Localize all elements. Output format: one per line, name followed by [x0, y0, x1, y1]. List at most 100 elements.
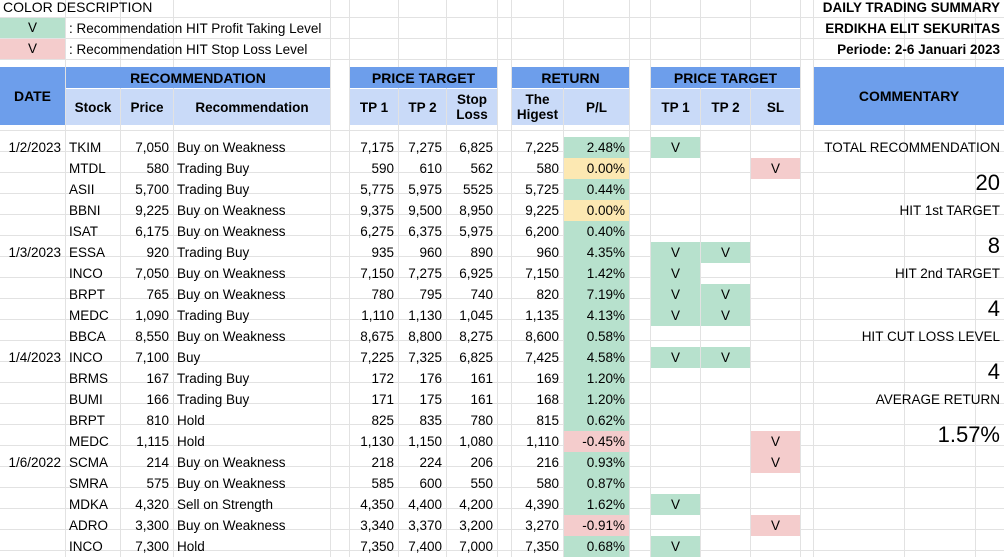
cell-hit-sl: [751, 494, 800, 515]
cell-stop-loss: 562: [470, 161, 493, 176]
cell-hit-tp2: [701, 137, 750, 158]
cell-highest: 6,200: [525, 224, 559, 239]
cell-highest: 1,135: [525, 308, 559, 323]
cell-hit-sl: [751, 347, 800, 368]
cell-recommendation: Buy on Weakness: [177, 476, 286, 491]
commentary-hit1-value: 8: [987, 233, 1000, 258]
cell-stop-loss: 6,925: [459, 266, 493, 281]
cell-highest: 580: [536, 476, 559, 491]
cell-pl: 0.58%: [564, 326, 629, 347]
cell-recommendation: Hold: [177, 539, 205, 554]
commentary-avg-label: AVERAGE RETURN: [875, 392, 1000, 407]
cell-hit-tp1: [651, 158, 700, 179]
cell-hit-tp1: V: [651, 137, 700, 158]
cell-hit-sl: [751, 284, 800, 305]
cell-tp2: 3,370: [408, 518, 442, 533]
commentary-hit1-label: HIT 1st TARGET: [899, 203, 1000, 218]
cell-hit-tp1: [651, 326, 700, 347]
cell-recommendation: Buy on Weakness: [177, 518, 286, 533]
cell-pl: 1.42%: [564, 263, 629, 284]
header-hit-tp2: TP 2: [701, 89, 750, 125]
cell-date: [0, 221, 65, 242]
cell-hit-tp1: V: [651, 242, 700, 263]
cell-recommendation: Buy: [177, 350, 201, 365]
cell-hit-tp1: V: [651, 347, 700, 368]
commentary-total-value: 20: [975, 170, 1000, 195]
cell-tp2: 610: [419, 161, 442, 176]
header-rec: Recommendation: [174, 89, 330, 125]
cell-hit-tp1: [651, 221, 700, 242]
cell-hit-sl: [751, 305, 800, 326]
cell-highest: 815: [536, 413, 559, 428]
cell-hit-tp1: [651, 452, 700, 473]
cell-recommendation: Buy on Weakness: [177, 203, 286, 218]
header-stop-loss: Stop Loss: [447, 89, 497, 125]
cell-tp1: 172: [371, 371, 394, 386]
cell-date: [0, 326, 65, 347]
cell-highest: 1,110: [526, 434, 559, 449]
cell-stock: ESSA: [69, 245, 106, 260]
cell-stop-loss: 6,825: [459, 350, 493, 365]
cell-price: 920: [146, 245, 169, 260]
cell-pl: -0.45%: [564, 431, 629, 452]
cell-pl: 0.00%: [564, 158, 629, 179]
cell-recommendation: Buy on Weakness: [177, 287, 286, 302]
cell-hit-tp1: [651, 515, 700, 536]
cell-date: [0, 473, 65, 494]
cell-tp2: 960: [419, 245, 442, 260]
cell-tp1: 590: [371, 161, 394, 176]
cell-tp2: 7,400: [408, 539, 442, 554]
cell-highest: 7,225: [525, 140, 559, 155]
cell-recommendation: Buy on Weakness: [177, 140, 286, 155]
cell-date: [0, 410, 65, 431]
cell-stock: BRPT: [69, 413, 106, 428]
cell-pl: 1.20%: [564, 389, 629, 410]
cell-tp2: 7,275: [408, 266, 442, 281]
cell-price: 166: [146, 392, 169, 407]
cell-date: [0, 263, 65, 284]
cell-hit-tp1: [651, 368, 700, 389]
cell-hit-tp2: [701, 326, 750, 347]
cell-pl: 0.68%: [564, 536, 629, 557]
cell-date: [0, 305, 65, 326]
cell-recommendation: Trading Buy: [177, 182, 250, 197]
cell-hit-sl: V: [751, 431, 800, 452]
cell-pl: 1.62%: [564, 494, 629, 515]
cell-price: 765: [146, 287, 169, 302]
header-price-target: PRICE TARGET: [350, 67, 497, 88]
cell-hit-tp1: V: [651, 305, 700, 326]
cell-stop-loss: 780: [470, 413, 493, 428]
cell-stock: INCO: [69, 266, 103, 281]
cell-tp1: 6,275: [360, 224, 394, 239]
cell-tp2: 6,375: [408, 224, 442, 239]
cell-recommendation: Buy on Weakness: [177, 224, 286, 239]
cell-recommendation: Buy on Weakness: [177, 266, 286, 281]
cell-stop-loss: 890: [470, 245, 493, 260]
cell-stock: BBNI: [69, 203, 101, 218]
cell-price: 167: [146, 371, 169, 386]
cell-hit-tp1: [651, 200, 700, 221]
cell-hit-sl: [751, 536, 800, 557]
cell-highest: 7,425: [525, 350, 559, 365]
report-title: DAILY TRADING SUMMARY: [822, 0, 1000, 15]
header-price: Price: [121, 89, 173, 125]
cell-hit-tp2: [701, 473, 750, 494]
cell-stock: MEDC: [69, 308, 109, 323]
commentary-avg-value: 1.57%: [937, 422, 1000, 447]
cell-price: 3,300: [135, 518, 169, 533]
cell-stock: BBCA: [69, 329, 106, 344]
cell-stock: BRMS: [69, 371, 109, 386]
cell-price: 5,700: [135, 182, 169, 197]
cell-tp2: 9,500: [408, 203, 442, 218]
cell-highest: 7,350: [525, 539, 559, 554]
cell-date: [0, 179, 65, 200]
cell-stock: MTDL: [69, 161, 106, 176]
cell-tp2: 795: [419, 287, 442, 302]
cell-tp1: 3,340: [360, 518, 394, 533]
cell-stop-loss: 3,200: [459, 518, 493, 533]
cell-highest: 7,150: [525, 266, 559, 281]
cell-price: 7,050: [135, 266, 169, 281]
cell-hit-tp1: [651, 431, 700, 452]
cell-tp2: 5,975: [408, 182, 442, 197]
cell-pl: 7.19%: [564, 284, 629, 305]
